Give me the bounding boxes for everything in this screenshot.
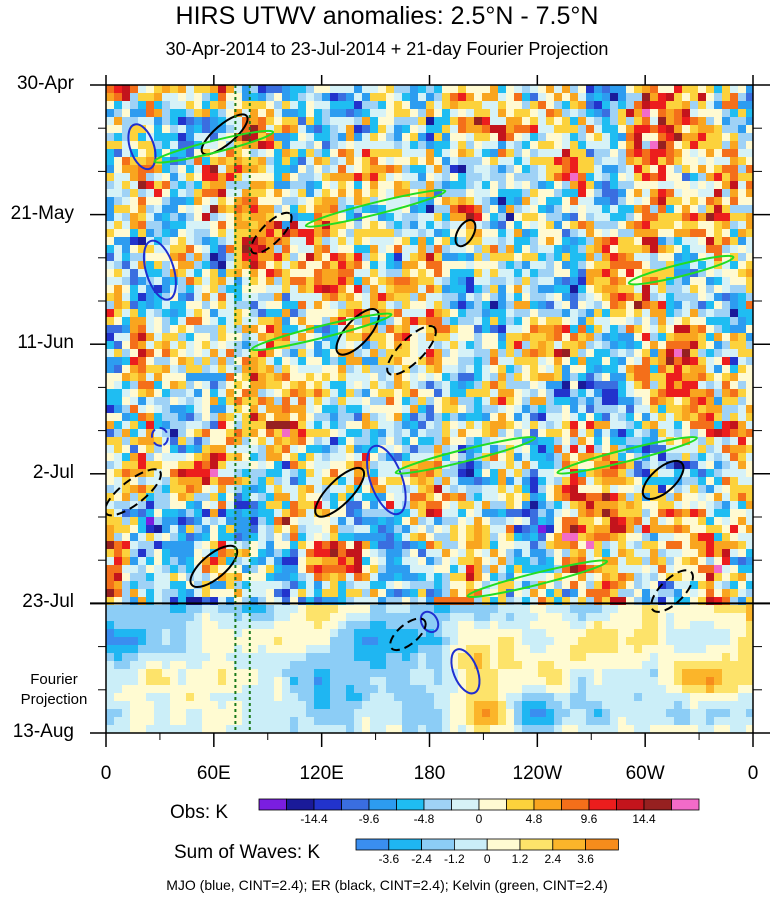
waves-colorbar-tick-label: 2.4 [544, 852, 562, 866]
waves-colorbar-swatch [486, 838, 521, 851]
er-contour [335, 308, 380, 356]
obs-colorbar-swatch [561, 798, 590, 811]
waves-colorbar-swatch [552, 838, 586, 851]
projection-label: Fourier Projection [14, 670, 94, 710]
obs-colorbar-swatch [368, 798, 397, 811]
x-tick-label: 60E [196, 763, 231, 784]
kelvin-contour [556, 435, 698, 475]
waves-colorbar-title: Sum of Waves: K [174, 842, 321, 863]
waves-colorbar-tick-label: -1.2 [444, 852, 465, 866]
x-tick-label: 0 [100, 763, 112, 784]
y-tick-label: 2-Jul [32, 461, 74, 483]
reference-lines [234, 85, 251, 733]
obs-colorbar-swatch [341, 798, 370, 811]
waves-colorbar-tick-label: -3.6 [378, 852, 400, 866]
obs-colorbar-swatch [643, 798, 672, 811]
projection-label-line-2: Projection [20, 691, 88, 708]
x-tick-label: 0 [747, 763, 759, 784]
waves-colorbar-swatch [453, 838, 488, 851]
y-tick-label: 13-Aug [12, 721, 74, 742]
waves-colorbar-swatch [421, 838, 455, 851]
x-tick-label: 120E [299, 763, 344, 784]
obs-colorbar-title: Obs: K [170, 802, 229, 823]
x-tick-label: 60W [625, 763, 665, 784]
er-contour [454, 219, 477, 248]
obs-colorbar-tick-label: 14.4 [632, 812, 656, 826]
mjo-contour [366, 444, 407, 516]
waves-colorbar-tick-label: 3.6 [577, 852, 594, 866]
colorbars [258, 798, 700, 851]
y-tick-label: 11-Jun [17, 332, 74, 354]
chart-subtitle: 30-Apr-2014 to 23-Jul-2014 + 21-day Four… [165, 39, 609, 59]
obs-colorbar-swatch [506, 798, 535, 811]
obs-colorbar-swatch [588, 798, 617, 811]
chart-title: HIRS UTWV anomalies: 2.5°N - 7.5°N [175, 2, 599, 30]
legend-footer: MJO (blue, CINT=2.4); ER (black, CINT=2.… [166, 877, 608, 893]
kelvin-contour [153, 129, 275, 164]
kelvin-contour [304, 189, 447, 228]
obs-colorbar-swatch [616, 798, 645, 811]
x-tick-label: 180 [413, 763, 446, 784]
obs-colorbar-swatch [258, 798, 287, 811]
waves-colorbar-swatch [355, 838, 390, 851]
waves-colorbar-swatch [388, 838, 422, 851]
mjo-contour [142, 239, 177, 301]
er-contour [650, 569, 694, 613]
waves-colorbar-tick-label: 0 [483, 852, 491, 866]
kelvin-contour [627, 254, 735, 286]
plot-axes [90, 75, 770, 747]
obs-colorbar-swatch [423, 798, 452, 811]
er-contour [314, 466, 366, 518]
er-contour [641, 459, 685, 500]
obs-colorbar-tick-label: -9.6 [358, 812, 380, 826]
er-contour [250, 211, 293, 255]
obs-colorbar-tick-label: 4.8 [525, 812, 543, 826]
x-tick-label: 120W [512, 763, 563, 784]
y-tick-label: 21-May [10, 202, 74, 224]
obs-colorbar-swatch [286, 798, 315, 811]
obs-colorbar-tick-label: 0 [475, 812, 483, 826]
mjo-contour [127, 123, 157, 171]
waves-colorbar-swatch [519, 838, 554, 851]
waves-colorbar-tick-label: -2.4 [411, 852, 432, 866]
projection-label-line-1: Fourier [30, 671, 78, 688]
waves-colorbar-tick-label: 1.2 [511, 852, 529, 866]
obs-colorbar-tick-label: -14.4 [300, 812, 328, 826]
obs-colorbar-tick-label: 9.6 [580, 812, 598, 826]
er-contour [200, 113, 249, 156]
waves-colorbar-swatch [585, 838, 619, 851]
er-contour [389, 617, 427, 652]
obs-colorbar-swatch [313, 798, 342, 811]
kelvin-contour [250, 312, 393, 352]
anomaly-field [106, 85, 753, 733]
obs-colorbar-swatch [671, 798, 700, 811]
obs-colorbar-swatch [533, 798, 562, 811]
mjo-contour [450, 648, 481, 695]
obs-colorbar-tick-label: -4.8 [413, 812, 435, 826]
kelvin-contour [394, 435, 537, 475]
obs-colorbar-swatch [478, 798, 507, 811]
y-tick-label: 30-Apr [16, 73, 74, 94]
wave-contours [106, 113, 735, 695]
obs-colorbar-swatch [451, 798, 480, 811]
kelvin-contour [466, 559, 609, 599]
mjo-contour [419, 610, 440, 634]
er-contour [386, 325, 437, 376]
mjo-contour [150, 426, 169, 447]
obs-colorbar-swatch [396, 798, 425, 811]
y-tick-label: 23-Jul [22, 591, 74, 613]
